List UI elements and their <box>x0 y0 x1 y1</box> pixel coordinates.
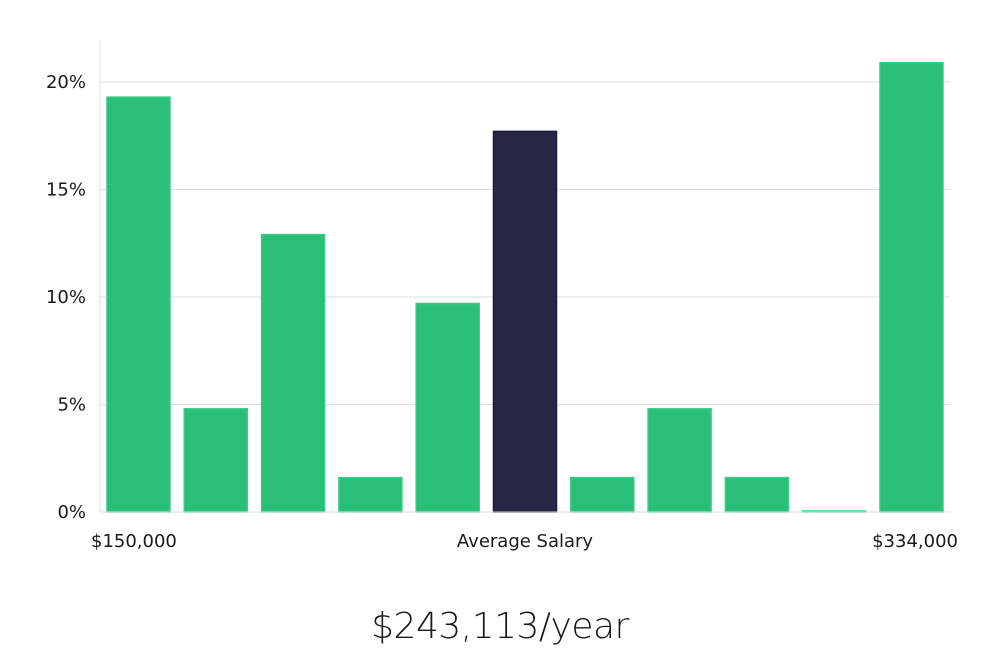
salary-histogram: 0% 5% 10% 15% 20% $150,000 Average Salary $3… <box>46 40 958 552</box>
bar <box>106 96 171 513</box>
bars <box>106 61 944 513</box>
bar <box>183 408 249 513</box>
y-tick-label: 5% <box>57 395 86 416</box>
bar <box>879 61 944 513</box>
y-tick-label: 20% <box>46 72 86 93</box>
bar <box>415 302 480 513</box>
bar <box>570 476 635 513</box>
x-label-min: $150,000 <box>91 531 177 552</box>
bar-average <box>492 130 558 513</box>
average-salary-value: $243,113/year <box>371 606 629 647</box>
bar <box>647 408 712 513</box>
y-tick-label: 0% <box>57 502 86 523</box>
bar <box>338 476 403 513</box>
y-tick-label: 15% <box>46 180 86 201</box>
bar <box>260 233 326 513</box>
y-axis-ticks: 0% 5% 10% 15% 20% <box>46 72 86 523</box>
x-label-average: Average Salary <box>457 531 594 552</box>
y-tick-label: 10% <box>46 287 86 308</box>
bar <box>724 476 790 513</box>
x-label-max: $334,000 <box>872 531 958 552</box>
